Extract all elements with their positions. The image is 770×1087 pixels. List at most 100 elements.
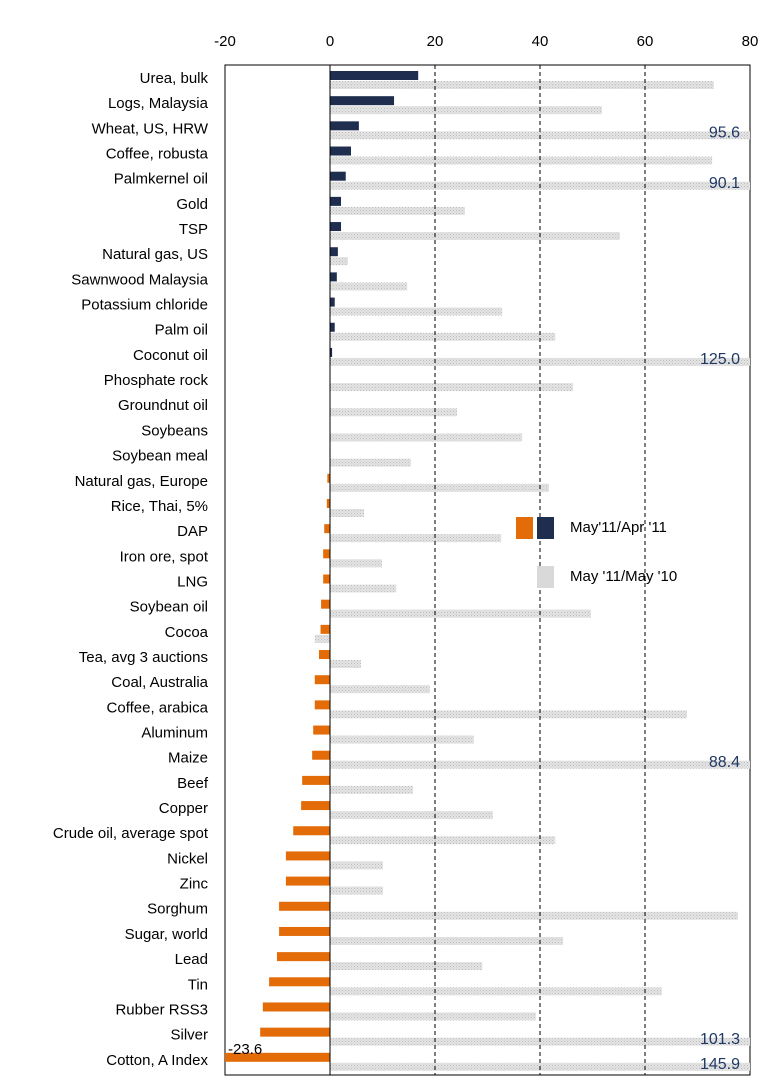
annual-bar xyxy=(330,131,750,140)
annual-bar xyxy=(330,559,382,568)
annual-bar xyxy=(330,534,502,543)
monthly-bar xyxy=(285,876,330,886)
monthly-bar xyxy=(279,926,330,936)
value-label: 88.4 xyxy=(709,754,740,771)
x-tick-label: 20 xyxy=(427,33,444,50)
legend-label: May'11/Apr '11 xyxy=(570,519,667,536)
annual-bar xyxy=(330,383,574,392)
monthly-bar xyxy=(321,599,330,609)
category-label: Sugar, world xyxy=(125,926,208,943)
monthly-bar xyxy=(330,222,342,232)
category-label: Sawnwood Malaysia xyxy=(71,271,208,288)
monthly-bar xyxy=(318,650,330,660)
category-label: Cocoa xyxy=(165,624,209,641)
monthly-bar xyxy=(293,826,330,836)
annual-bar xyxy=(330,257,348,266)
monthly-bar xyxy=(330,196,342,206)
annual-bar xyxy=(330,332,556,341)
category-label: Crude oil, average spot xyxy=(53,825,209,842)
category-label: Soybean meal xyxy=(112,448,208,465)
category-label: Coal, Australia xyxy=(111,674,208,691)
monthly-bar xyxy=(324,524,330,534)
legend-label: May '11/May '10 xyxy=(570,568,677,585)
monthly-bar xyxy=(279,901,330,911)
annual-bar xyxy=(330,609,591,618)
monthly-bar xyxy=(330,71,419,80)
annual-bar xyxy=(330,307,503,316)
category-label: Maize xyxy=(168,750,208,767)
monthly-bar xyxy=(326,498,330,508)
x-tick-label: 40 xyxy=(532,33,549,50)
annual-bar xyxy=(330,232,620,241)
monthly-bar xyxy=(269,977,330,987)
category-label: Palmkernel oil xyxy=(114,171,208,188)
monthly-bar xyxy=(330,322,335,332)
annual-bar xyxy=(330,483,549,492)
category-label: DAP xyxy=(177,523,208,540)
annual-bar xyxy=(330,206,465,215)
x-tick-label: 0 xyxy=(326,33,334,50)
category-label: Silver xyxy=(170,1027,208,1044)
category-label: Coffee, arabica xyxy=(107,699,209,716)
category-label: Logs, Malaysia xyxy=(108,95,209,112)
monthly-bar xyxy=(262,1002,330,1012)
category-label: Soybeans xyxy=(141,422,208,439)
plot-frame xyxy=(224,64,751,1076)
monthly-bar xyxy=(327,473,330,483)
category-label: Nickel xyxy=(167,850,208,867)
annual-bar xyxy=(330,785,413,794)
monthly-bar xyxy=(330,121,359,131)
legend-swatch xyxy=(516,517,533,539)
monthly-bar xyxy=(330,247,338,257)
annual-bar xyxy=(330,508,365,517)
monthly-bar xyxy=(330,347,333,357)
category-label: Aluminum xyxy=(141,725,208,742)
monthly-bar xyxy=(330,297,335,307)
annual-bar xyxy=(330,836,556,845)
value-label: 95.6 xyxy=(709,125,740,142)
category-label: Wheat, US, HRW xyxy=(92,120,209,137)
monthly-bar xyxy=(323,574,330,584)
annual-bar xyxy=(330,811,493,820)
category-label: Phosphate rock xyxy=(104,372,209,389)
annual-bar xyxy=(330,660,361,669)
annual-bar xyxy=(330,911,738,920)
monthly-bar xyxy=(313,725,330,735)
category-label: Gold xyxy=(176,196,208,213)
monthly-bar xyxy=(323,549,330,559)
category-label: Palm oil xyxy=(155,322,208,339)
annual-bar xyxy=(330,735,474,744)
value-label: 90.1 xyxy=(709,175,740,192)
annual-bar xyxy=(330,886,384,895)
category-label: Iron ore, spot xyxy=(120,548,209,565)
annual-bar xyxy=(330,408,458,417)
annual-bar xyxy=(330,962,483,971)
category-label: Urea, bulk xyxy=(140,70,209,87)
annual-bar xyxy=(330,1012,536,1021)
annual-bar xyxy=(330,584,397,593)
category-label: Natural gas, US xyxy=(102,246,208,263)
annual-bar xyxy=(330,181,750,190)
category-label: LNG xyxy=(177,573,208,590)
category-label: Cotton, A Index xyxy=(106,1052,208,1069)
category-label: Sorghum xyxy=(147,901,208,918)
value-label: 145.9 xyxy=(700,1056,740,1073)
category-label: Tea, avg 3 auctions xyxy=(79,649,208,666)
category-label: Coconut oil xyxy=(133,347,208,364)
category-label: Tin xyxy=(188,976,208,993)
monthly-bar xyxy=(285,851,330,861)
monthly-bar xyxy=(314,700,330,710)
value-label: -23.6 xyxy=(228,1041,262,1058)
x-tick-label: 60 xyxy=(637,33,654,50)
annual-bar xyxy=(330,156,713,165)
category-label: Lead xyxy=(175,951,208,968)
value-label: 101.3 xyxy=(700,1031,740,1048)
category-label: Copper xyxy=(159,800,208,817)
category-label: Soybean oil xyxy=(130,599,208,616)
annual-bar xyxy=(330,458,411,467)
monthly-bar xyxy=(302,775,330,785)
monthly-bar xyxy=(330,96,395,106)
annual-bar xyxy=(330,685,430,694)
category-label: Rubber RSS3 xyxy=(115,1001,208,1018)
